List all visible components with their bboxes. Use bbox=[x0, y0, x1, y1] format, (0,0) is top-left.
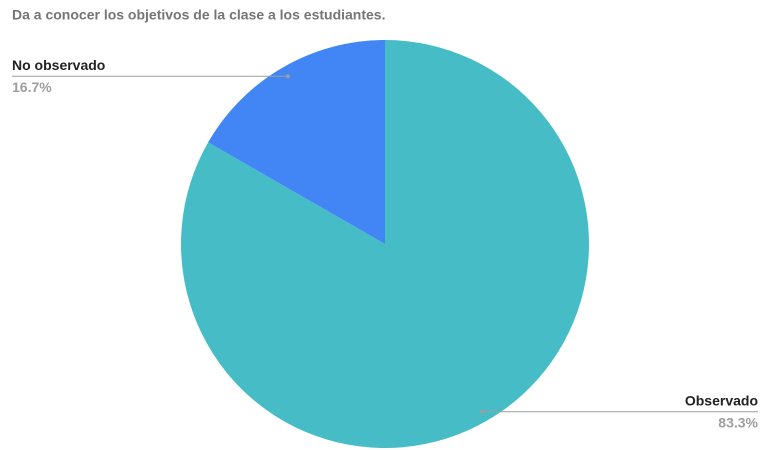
chart-title: Da a conocer los objetivos de la clase a… bbox=[12, 7, 385, 23]
slice-value-label: 16.7% bbox=[12, 79, 52, 95]
leader-dot bbox=[285, 74, 290, 79]
slice-label: Observado bbox=[685, 392, 758, 408]
pie-slice bbox=[180, 40, 589, 449]
pie-slice bbox=[208, 40, 385, 244]
leader-dot bbox=[480, 409, 485, 414]
slice-value-label: 83.3% bbox=[718, 414, 758, 430]
slice-label: No observado bbox=[12, 57, 105, 73]
